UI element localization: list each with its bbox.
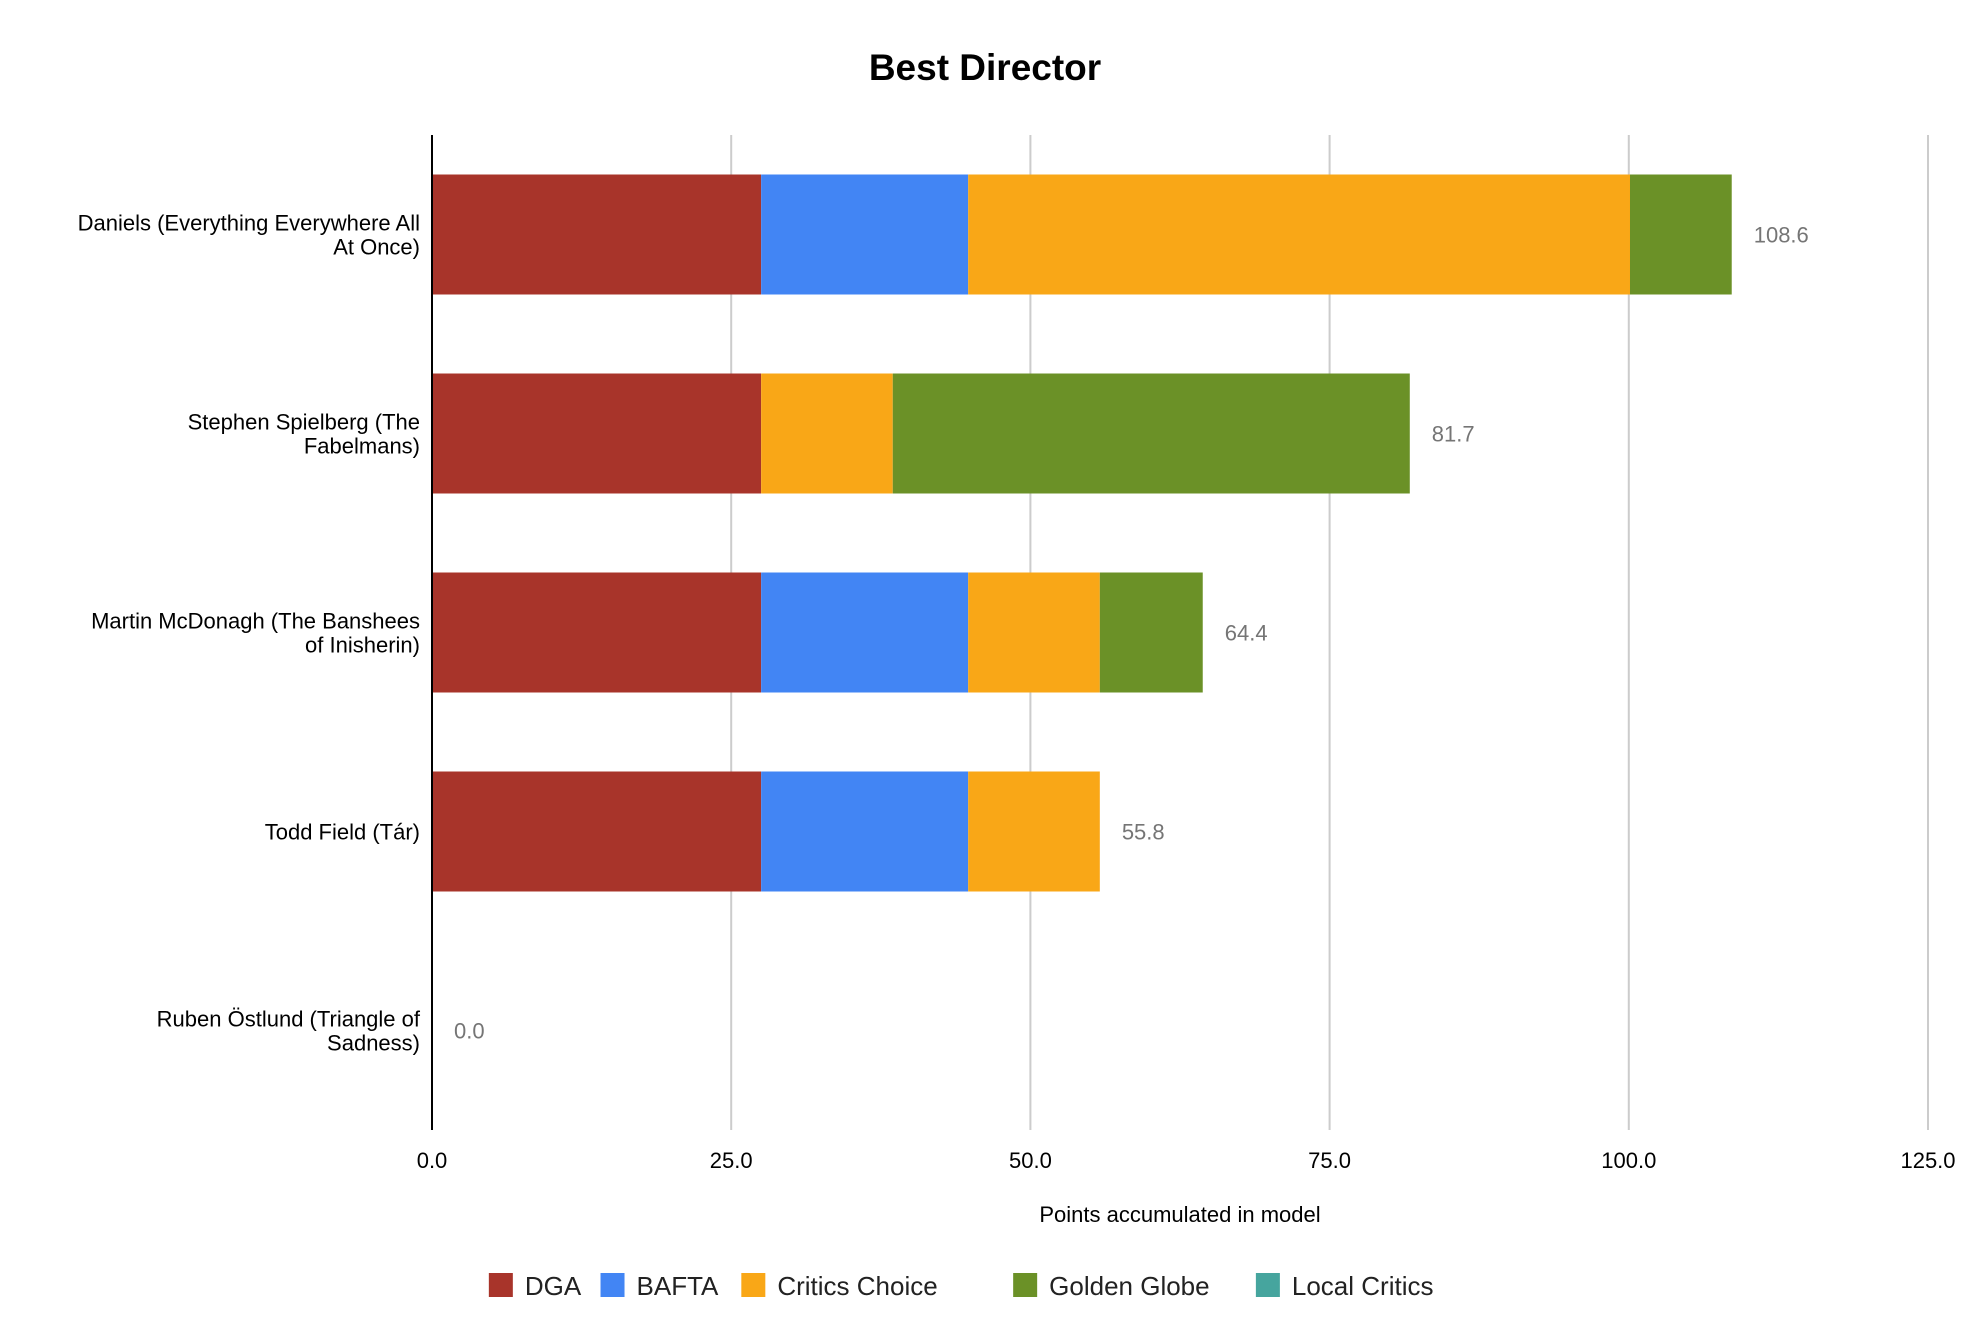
x-tick-label: 50.0 bbox=[1009, 1148, 1052, 1173]
x-tick-label: 100.0 bbox=[1601, 1148, 1656, 1173]
category-label: Ruben Östlund (Triangle of bbox=[157, 1007, 421, 1032]
bar-critics-choice bbox=[968, 572, 1100, 693]
x-axis-title: Points accumulated in model bbox=[1039, 1202, 1320, 1227]
category-label: of Inisherin) bbox=[305, 633, 420, 658]
bar-critics-choice bbox=[761, 373, 893, 494]
x-tick-label: 75.0 bbox=[1308, 1148, 1351, 1173]
bar-bafta bbox=[761, 771, 969, 892]
legend-swatch bbox=[1013, 1273, 1038, 1297]
bar-critics-choice bbox=[968, 771, 1100, 892]
category-label: Stephen Spielberg (The bbox=[188, 410, 420, 435]
bar-golden-globe bbox=[1629, 174, 1732, 295]
legend-label: DGA bbox=[525, 1271, 582, 1301]
x-tick-label: 0.0 bbox=[417, 1148, 448, 1173]
legend-label: Golden Globe bbox=[1049, 1271, 1209, 1301]
labels: 0.0 25.0 50.0 75.0 100.0 125.0 108.6 Daniels (E… bbox=[78, 211, 1956, 1174]
legend-swatch bbox=[1255, 1273, 1280, 1297]
category-label: Martin McDonagh (The Banshees bbox=[91, 609, 420, 634]
bar-total-label: 64.4 bbox=[1225, 621, 1268, 646]
bar-golden-globe bbox=[892, 373, 1410, 494]
bar-dga bbox=[432, 174, 762, 295]
legend-swatch bbox=[488, 1273, 513, 1297]
category-label: At Once) bbox=[333, 235, 420, 260]
bar-critics-choice bbox=[968, 174, 1630, 295]
bar-total-label: 55.8 bbox=[1122, 820, 1165, 845]
legend-swatch bbox=[741, 1273, 766, 1297]
legend-label: Critics Choice bbox=[777, 1271, 937, 1301]
category-label: Sadness) bbox=[327, 1031, 420, 1056]
bar-dga bbox=[432, 771, 762, 892]
category-label: Daniels (Everything Everywhere All bbox=[78, 211, 420, 236]
bar-dga bbox=[432, 572, 762, 693]
bar-total-label: 108.6 bbox=[1754, 223, 1809, 248]
legend-swatch bbox=[600, 1273, 625, 1297]
legend-label: BAFTA bbox=[637, 1271, 720, 1301]
bar-bafta bbox=[761, 572, 969, 693]
category-label: Fabelmans) bbox=[304, 434, 420, 459]
bars bbox=[432, 174, 1732, 892]
bar-total-label: 81.7 bbox=[1432, 422, 1475, 447]
x-tick-label: 125.0 bbox=[1900, 1148, 1955, 1173]
chart-title: Best Director bbox=[869, 47, 1101, 88]
bar-golden-globe bbox=[1099, 572, 1203, 693]
category-label: Todd Field (Tár) bbox=[265, 820, 420, 845]
legend: DGA BAFTA Critics Choice Golden Globe Local … bbox=[488, 1271, 1434, 1301]
x-tick-label: 25.0 bbox=[710, 1148, 753, 1173]
bar-total-label: 0.0 bbox=[454, 1019, 485, 1044]
bar-dga bbox=[432, 373, 762, 494]
legend-label: Local Critics bbox=[1292, 1271, 1434, 1301]
bar-bafta bbox=[761, 174, 969, 295]
